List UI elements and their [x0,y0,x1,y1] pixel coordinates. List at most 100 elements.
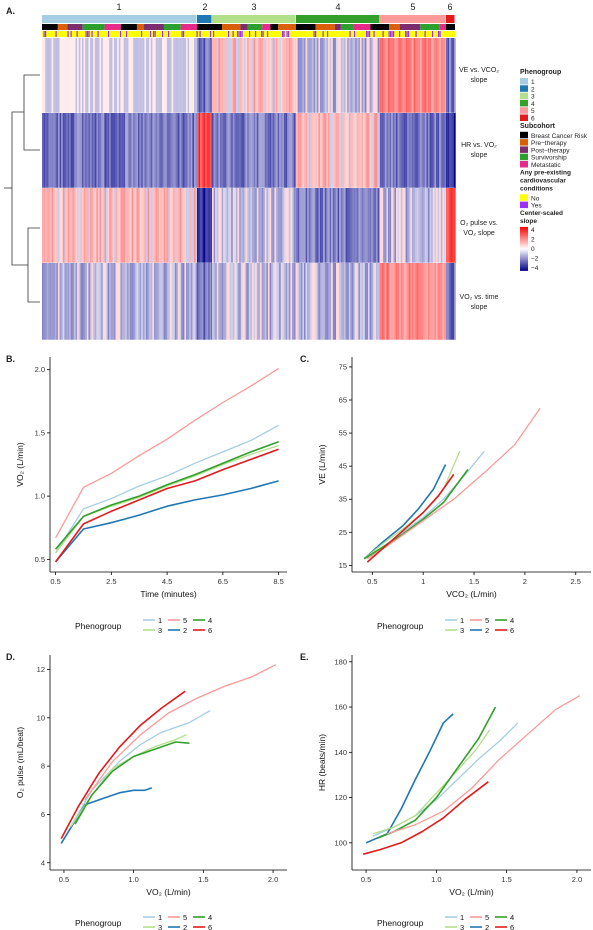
heatmap-row-label: slope [471,77,488,84]
heatmap-cell [377,263,380,340]
heatmap-cell [405,263,408,340]
heatmap-cell [410,263,413,340]
heatmap-cell [112,263,115,340]
heatmap-cell [170,113,172,188]
heatmap-cell [66,263,68,340]
heatmap-cell [240,113,243,188]
cardio-bar [42,31,455,37]
subcohort-bar-segment [420,24,440,30]
heatmap-cell [421,263,424,340]
legend-label: 3 [158,923,162,930]
heatmap-cell [133,263,135,340]
heatmap-cell [307,188,309,263]
heatmap-cell [384,263,387,340]
heatmap-cell [271,188,273,263]
cardio-bar-yes-mark [391,31,393,37]
heatmap-cell [64,263,67,340]
legend-title: cardiovascular [520,177,566,184]
heatmap-cell [83,113,86,188]
heatmap-cell [261,113,264,188]
heatmap-cell [316,113,319,188]
heatmap-cell [69,113,71,188]
cardio-bar-yes-mark [408,31,410,37]
heatmap-cell [304,38,306,113]
legend-label: 5 [531,108,535,115]
heatmap-cell [198,188,201,263]
heatmap-cell [101,38,103,113]
heatmap-cell [407,263,409,340]
heatmap-cell [272,38,275,113]
heatmap-cell [336,188,338,263]
heatmap-cell [266,38,269,113]
heatmap-cell [334,263,337,340]
heatmap-cell [324,188,327,263]
heatmap-cell [269,38,272,113]
heatmap-cell [454,113,456,188]
heatmap-cell [252,188,254,263]
heatmap-cell [61,263,63,340]
heatmap-cell [423,263,425,340]
heatmap-cell [107,263,110,340]
y-tick-label: 1.5 [35,428,45,437]
heatmap-cell [102,38,105,113]
heatmap-cell [173,263,175,340]
heatmap-cell [437,263,440,340]
heatmap-cell [245,38,248,113]
heatmap-cell [197,38,199,113]
heatmap-cell [296,38,298,113]
heatmap-cell [396,38,398,113]
heatmap-cell [439,263,441,340]
heatmap-cell [253,113,256,188]
heatmap-cell [131,188,134,263]
heatmap-cell [197,263,199,340]
heatmap-cell [104,113,107,188]
heatmap-cell [274,263,277,340]
heatmap-cell [350,188,353,263]
heatmap-cell [181,263,183,340]
heatmap-cell [418,113,421,188]
heatmap-cell [94,113,97,188]
heatmap-cell [440,38,443,113]
heatmap-cell [371,38,373,113]
cardio-bar-yes-mark [153,31,155,37]
color-scale-bar [520,226,528,271]
heatmap-cell [91,113,94,188]
heatmap-cell [396,188,398,263]
heatmap-cell [138,188,140,263]
heatmap-cell [258,263,261,340]
heatmap-cell [50,113,52,188]
heatmap-cell [290,188,293,263]
heatmap-cell [88,113,91,188]
heatmap-cell [310,38,313,113]
heatmap-cell [282,113,285,188]
heatmap-cell [125,38,127,113]
heatmap-cell [118,113,121,188]
heatmap-cell [328,263,330,340]
heatmap-cell [189,263,191,340]
heatmap-cell [174,113,177,188]
heatmap-cell [184,38,187,113]
heatmap-cell [268,263,270,340]
heatmap-cell [434,38,437,113]
heatmap-cell [115,188,118,263]
heatmap-cell [155,188,158,263]
heatmap-cell [96,113,99,188]
heatmap-cell [436,188,438,263]
heatmap-cell [114,263,116,340]
heatmap-cell [310,263,313,340]
cardio-bar-yes-mark [87,31,89,37]
heatmap-cell [324,38,327,113]
heatmap-cell [181,113,183,188]
heatmap-cell [318,38,321,113]
heatmap-cell [133,38,135,113]
heatmap-cell [187,188,190,263]
heatmap-cell [226,263,229,340]
legend-swatch [520,139,528,146]
series-line-3 [372,729,491,835]
phenogroup-bar-segment [197,15,212,23]
heatmap-cell [213,188,216,263]
heatmap-cell [408,263,411,340]
legend-label: 4 [510,913,514,922]
heatmap-cell [70,38,73,113]
color-scale-tick: 2 [531,236,535,243]
